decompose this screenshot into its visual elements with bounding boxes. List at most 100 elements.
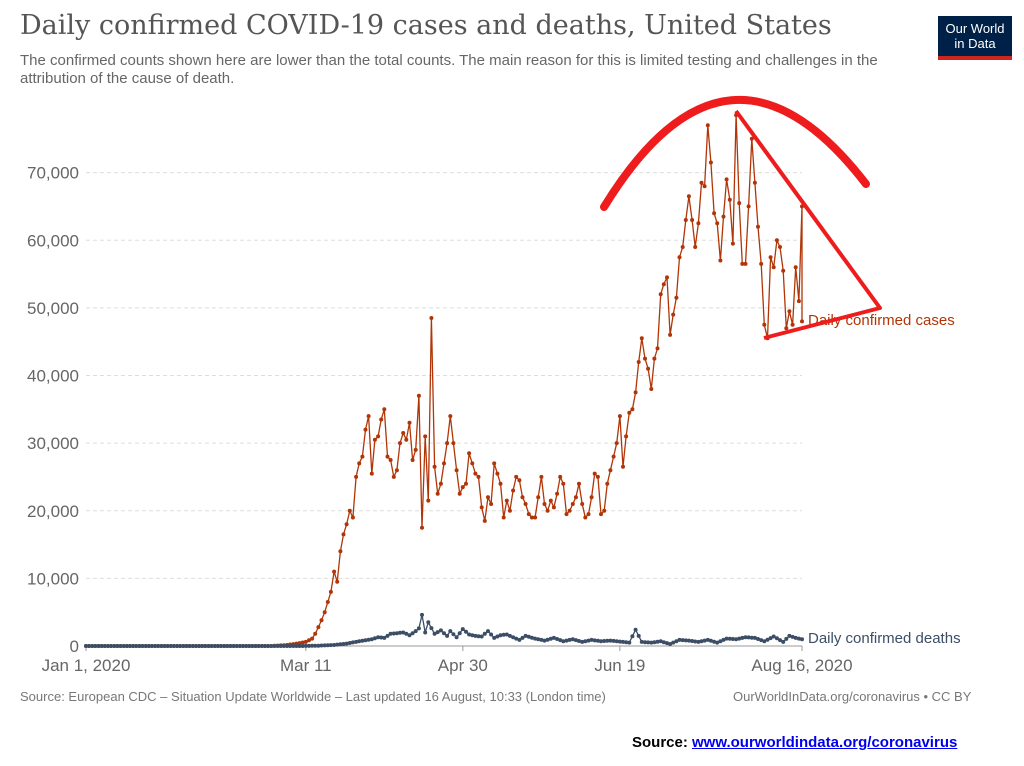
footer-credit[interactable]: OurWorldInData.org/coronavirus • CC BY (733, 689, 972, 704)
data-point (212, 644, 217, 648)
data-point (473, 633, 478, 638)
data-point (442, 461, 446, 466)
data-point (407, 633, 412, 638)
data-point (611, 454, 616, 459)
data-point (636, 633, 641, 638)
data-point (464, 481, 468, 486)
annotation-triangle (734, 109, 882, 340)
data-point (621, 464, 625, 469)
data-point (504, 632, 509, 637)
data-point (573, 495, 578, 500)
data-point (96, 644, 101, 648)
data-point (708, 638, 713, 643)
data-point (423, 434, 428, 439)
data-point (407, 420, 412, 425)
y-axis-ticks: 0 10,000 20,000 30,000 40,000 50,000 60,000 70,… (27, 164, 79, 656)
data-point (501, 632, 506, 637)
data-point (328, 643, 333, 648)
data-point (551, 635, 556, 640)
data-point (335, 642, 340, 647)
data-point (781, 639, 786, 644)
data-point (435, 630, 440, 635)
data-point (372, 636, 377, 641)
data-point (589, 637, 594, 642)
data-point (646, 640, 651, 645)
data-point (526, 512, 531, 517)
y-tick-label: 50,000 (27, 299, 79, 318)
data-point (366, 637, 371, 642)
data-point (228, 644, 233, 648)
data-point (749, 136, 754, 141)
data-point (388, 631, 393, 636)
data-point (781, 268, 786, 273)
data-point (131, 644, 136, 648)
data-point (237, 644, 242, 648)
data-point (90, 644, 95, 648)
data-point (112, 644, 117, 648)
data-point (332, 643, 337, 647)
data-point (398, 441, 402, 446)
data-point (146, 644, 151, 648)
data-point (702, 638, 707, 643)
data-point (759, 261, 764, 266)
y-tick-label: 60,000 (27, 231, 79, 250)
data-point (275, 644, 280, 648)
data-point (677, 637, 682, 642)
data-point (175, 644, 180, 648)
data-point (454, 635, 459, 640)
data-point (109, 644, 114, 648)
footer-source: Source: European CDC – Situation Update … (20, 689, 606, 704)
data-point (445, 441, 450, 446)
data-point (307, 638, 311, 643)
owid-logo[interactable]: Our World in Data (938, 16, 1012, 60)
data-point (533, 515, 538, 520)
data-point (517, 478, 522, 483)
data-point (762, 639, 767, 644)
data-point (793, 265, 798, 270)
data-point (595, 638, 600, 643)
series-group (84, 113, 804, 648)
data-point (388, 458, 393, 462)
data-point (551, 505, 556, 510)
data-point (759, 638, 764, 643)
data-point (501, 515, 506, 520)
data-point (379, 417, 384, 422)
data-point (529, 515, 534, 520)
data-point (536, 495, 541, 500)
source-link[interactable]: www.ourworldindata.org/coronavirus (692, 734, 958, 751)
data-point (140, 644, 145, 648)
data-point (247, 644, 252, 648)
data-point (410, 631, 415, 636)
data-point (602, 508, 607, 513)
data-point (586, 638, 591, 643)
data-point (322, 610, 327, 615)
data-point (394, 631, 399, 636)
data-point (435, 491, 440, 496)
annotation-arc (600, 96, 870, 211)
data-point (504, 498, 509, 503)
data-point (432, 464, 437, 469)
chart-title: Daily confirmed COVID-19 cases and death… (20, 10, 832, 41)
data-point (470, 461, 475, 466)
data-point (564, 638, 569, 643)
data-point (253, 644, 258, 648)
data-point (671, 312, 676, 317)
data-point (369, 471, 374, 476)
data-point (539, 637, 544, 642)
data-point (746, 635, 751, 640)
data-point (486, 629, 490, 634)
data-point (555, 637, 560, 641)
data-point (752, 180, 757, 185)
data-point (793, 635, 798, 640)
data-point (369, 637, 374, 642)
data-point (649, 640, 654, 645)
data-point (539, 474, 544, 479)
data-point (401, 630, 406, 635)
data-point (190, 644, 195, 648)
data-point (507, 633, 512, 638)
data-point (460, 627, 465, 632)
data-point (680, 638, 685, 643)
data-point (665, 641, 669, 646)
source-label: Source: (632, 734, 693, 751)
data-point (420, 525, 424, 530)
